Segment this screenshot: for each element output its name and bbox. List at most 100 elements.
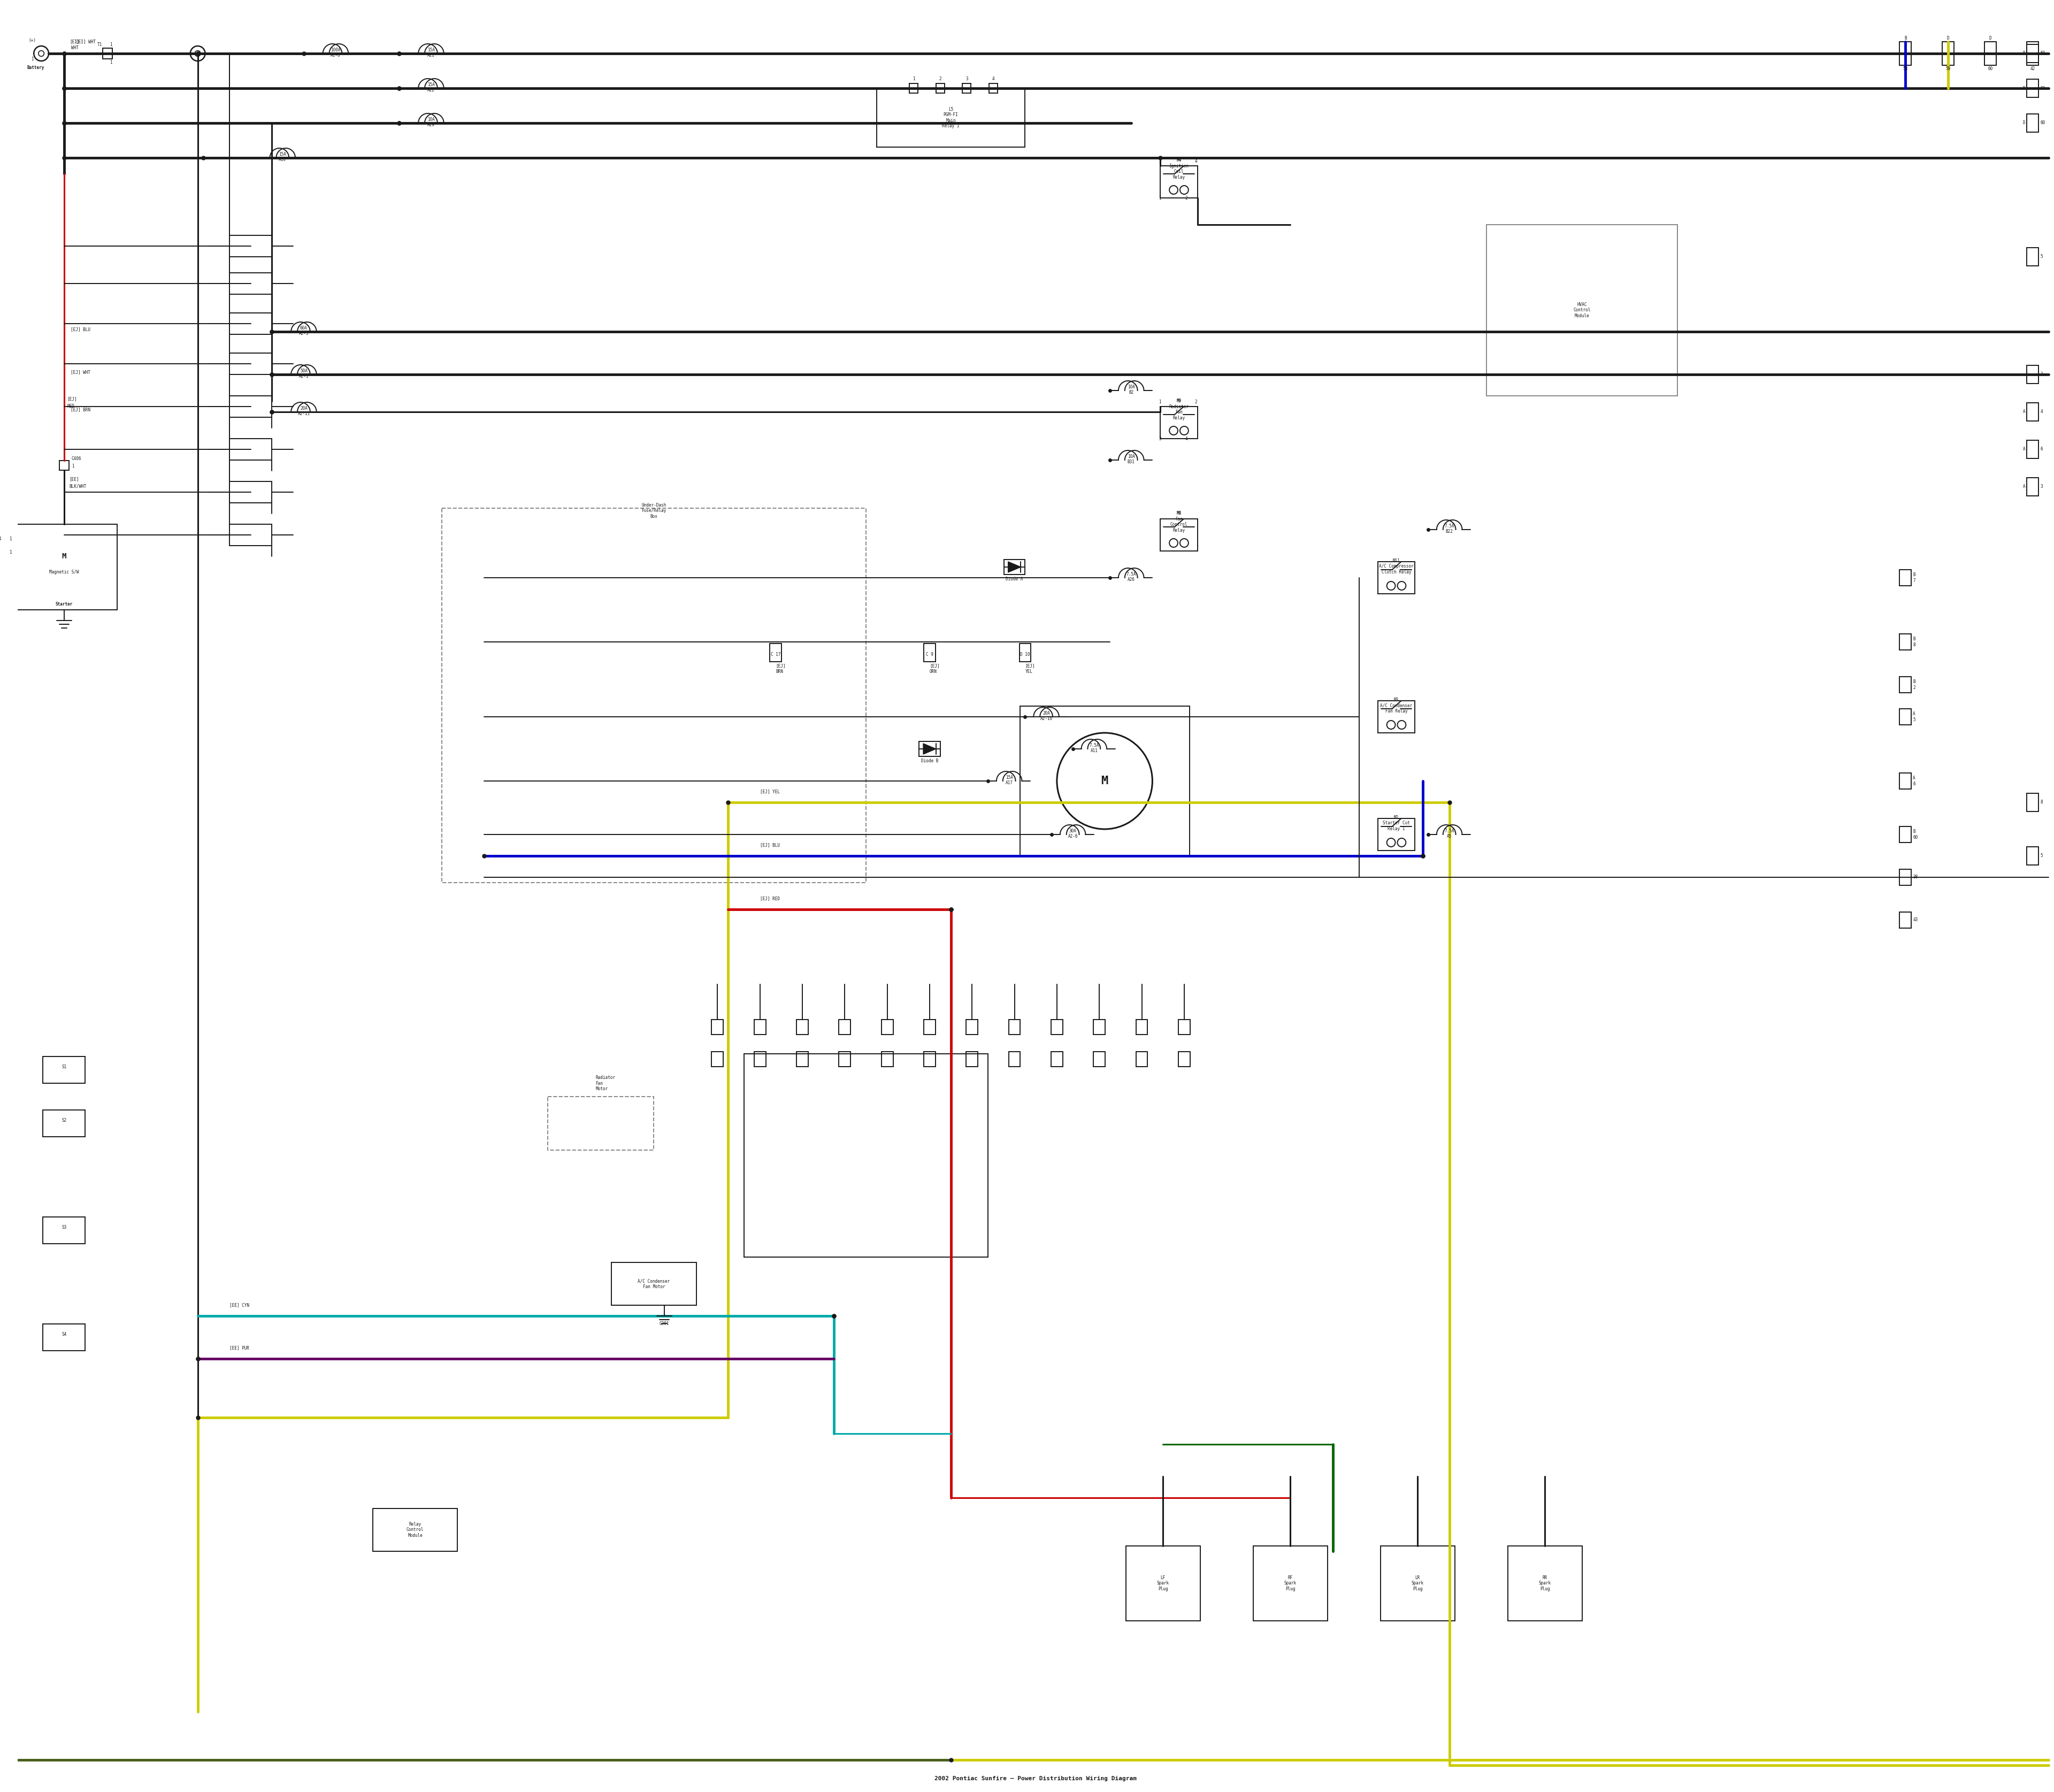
Text: M: M [62, 552, 66, 561]
Bar [2027, 478, 2040, 496]
Text: [EJ]: [EJ] [68, 396, 78, 401]
Text: Magnetic S/W: Magnetic S/W [49, 570, 78, 575]
Text: [EJ] BLU: [EJ] BLU [70, 326, 90, 332]
Bar [1136, 1052, 1148, 1066]
Text: 1: 1 [8, 536, 12, 541]
Bar [43, 1057, 86, 1082]
Bar [2027, 115, 2040, 133]
Bar [797, 1052, 807, 1066]
Bar [1004, 559, 1025, 575]
Bar [1900, 570, 1912, 586]
Text: 15A
A22: 15A A22 [427, 82, 435, 93]
Text: 4: 4 [992, 77, 994, 81]
Text: S2: S2 [62, 1118, 66, 1129]
Text: RF
Spark
Plug: RF Spark Plug [1284, 1575, 1296, 1591]
Text: 5: 5 [2040, 853, 2042, 858]
Bar [103, 48, 113, 59]
Text: D: D [1947, 36, 1949, 41]
Bar [2, 541, 12, 550]
Polygon shape [922, 744, 937, 754]
Bar [1019, 706, 1189, 857]
Text: 1: 1 [912, 77, 914, 81]
Text: 1: 1 [72, 464, 74, 470]
Text: M: M [1101, 776, 1109, 787]
Text: 2002 Pontiac Sunfire — Power Distribution Wiring Diagram: 2002 Pontiac Sunfire — Power Distributio… [935, 1776, 1136, 1781]
Text: 3: 3 [2040, 373, 2042, 376]
Text: 5: 5 [2040, 254, 2042, 260]
Text: L5
PGM-FI
Main
Relay 1: L5 PGM-FI Main Relay 1 [943, 108, 959, 129]
Text: 59: 59 [1945, 66, 1951, 72]
Text: [EJ]
YEL: [EJ] YEL [1025, 663, 1035, 674]
Text: 38: 38 [1912, 874, 1918, 880]
Text: B
8: B 8 [1912, 636, 1916, 647]
Bar [1508, 1546, 1582, 1620]
Bar [2027, 848, 2040, 866]
Bar [10, 525, 117, 609]
Text: A
6: A 6 [1912, 776, 1916, 787]
Bar [838, 1020, 850, 1034]
Text: 3: 3 [965, 77, 967, 81]
Polygon shape [1009, 561, 1021, 572]
Text: RED: RED [68, 403, 74, 409]
Bar [990, 84, 998, 93]
Text: 60A
A2-3: 60A A2-3 [298, 326, 308, 335]
Text: C 17: C 17 [770, 652, 781, 658]
Text: M3
A/C Condenser
Fan Relay: M3 A/C Condenser Fan Relay [1380, 697, 1413, 713]
Bar [230, 353, 271, 375]
Text: B: B [1904, 36, 1906, 41]
Text: 7.5A
A5: 7.5A A5 [1444, 828, 1454, 839]
Bar [1378, 561, 1415, 593]
Bar [230, 525, 271, 545]
Bar [1179, 1052, 1189, 1066]
Bar [1900, 826, 1912, 842]
Bar [1179, 1020, 1189, 1034]
Text: 42: 42 [2029, 66, 2036, 72]
Bar [838, 1052, 850, 1066]
Bar [1136, 1020, 1148, 1034]
Text: 1: 1 [31, 57, 33, 61]
Text: RR
Spark
Plug: RR Spark Plug [1538, 1575, 1551, 1591]
Bar [1253, 1546, 1327, 1620]
Bar [924, 1052, 935, 1066]
Bar [2027, 403, 2040, 421]
Bar [230, 235, 271, 256]
Text: Diode B: Diode B [920, 758, 939, 763]
Text: HVAC
Control
Module: HVAC Control Module [1573, 303, 1590, 319]
Text: Fan
Control
Relay: Fan Control Relay [1171, 516, 1187, 532]
Text: 100A
A1-6: 100A A1-6 [331, 47, 341, 57]
Text: 1: 1 [1158, 195, 1161, 201]
Bar [230, 439, 271, 461]
Bar [963, 84, 972, 93]
Text: 3: 3 [2040, 484, 2042, 489]
Text: D 10: D 10 [1021, 652, 1029, 658]
Bar [43, 1217, 86, 1244]
Bar [1378, 819, 1415, 851]
Text: LR
Spark
Plug: LR Spark Plug [1411, 1575, 1423, 1591]
Text: C406: C406 [72, 457, 82, 461]
Text: 3: 3 [1158, 159, 1161, 163]
Bar [2027, 366, 2040, 383]
Text: 1: 1 [1158, 400, 1161, 405]
Bar [1900, 772, 1912, 788]
Bar [2027, 247, 2040, 265]
Text: 58: 58 [2040, 52, 2046, 56]
Text: 1: 1 [8, 550, 12, 556]
Bar [881, 1052, 893, 1066]
Bar [2027, 41, 2040, 65]
Bar [372, 1509, 458, 1552]
Text: A
5: A 5 [1912, 711, 1916, 722]
Text: 2: 2 [1185, 195, 1187, 201]
Bar [797, 1020, 807, 1034]
Text: [EE] CYN: [EE] CYN [230, 1303, 249, 1308]
Bar [1161, 520, 1197, 550]
Text: 4: 4 [2040, 410, 2042, 414]
Text: Starter: Starter [55, 602, 72, 607]
Text: M9: M9 [1177, 398, 1181, 403]
Text: A/C Condenser
Fan Motor: A/C Condenser Fan Motor [637, 1279, 670, 1288]
Bar [1161, 167, 1197, 197]
Text: M4: M4 [1177, 158, 1181, 163]
Bar [43, 1324, 86, 1351]
Text: 60: 60 [1988, 66, 1992, 72]
Text: B
7: B 7 [1912, 572, 1916, 582]
Text: 3: 3 [1158, 437, 1161, 441]
